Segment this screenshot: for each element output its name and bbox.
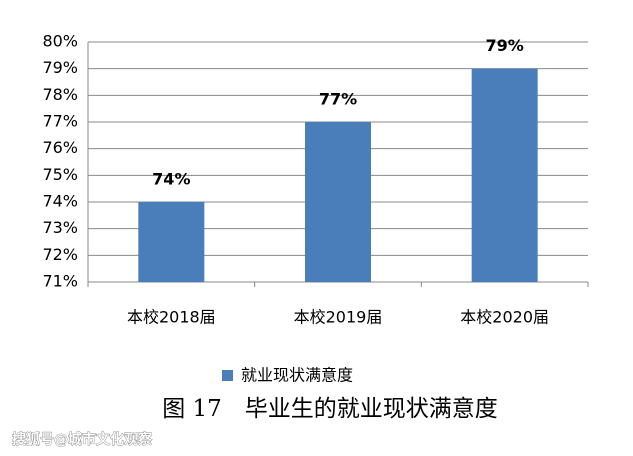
value-label: 74% xyxy=(152,170,190,189)
y-tick-label: 78% xyxy=(42,85,78,104)
bar xyxy=(471,68,538,283)
bar xyxy=(138,202,205,282)
x-tick-label: 本校2020届 xyxy=(460,308,549,327)
y-tick-label: 76% xyxy=(42,138,78,157)
x-tick-label: 本校2019届 xyxy=(294,308,383,327)
y-tick-label: 79% xyxy=(42,58,78,77)
y-tick-label: 71% xyxy=(42,272,78,291)
legend-label: 就业现状满意度 xyxy=(241,366,353,385)
value-label: 79% xyxy=(486,36,524,55)
y-tick-label: 72% xyxy=(42,245,78,264)
y-tick-label: 77% xyxy=(42,112,78,131)
value-label: 77% xyxy=(319,90,357,109)
legend-swatch xyxy=(222,370,233,381)
watermark: 搜狐号@城市文化观察 xyxy=(12,431,153,448)
y-tick-label: 74% xyxy=(42,192,78,211)
x-tick-label: 本校2018届 xyxy=(127,308,216,327)
chart-title: 图 17 毕业生的就业现状满意度 xyxy=(162,396,498,422)
y-tick-label: 73% xyxy=(42,218,78,237)
bar xyxy=(305,122,371,282)
y-tick-label: 75% xyxy=(42,165,78,184)
y-tick-label: 80% xyxy=(42,32,78,51)
